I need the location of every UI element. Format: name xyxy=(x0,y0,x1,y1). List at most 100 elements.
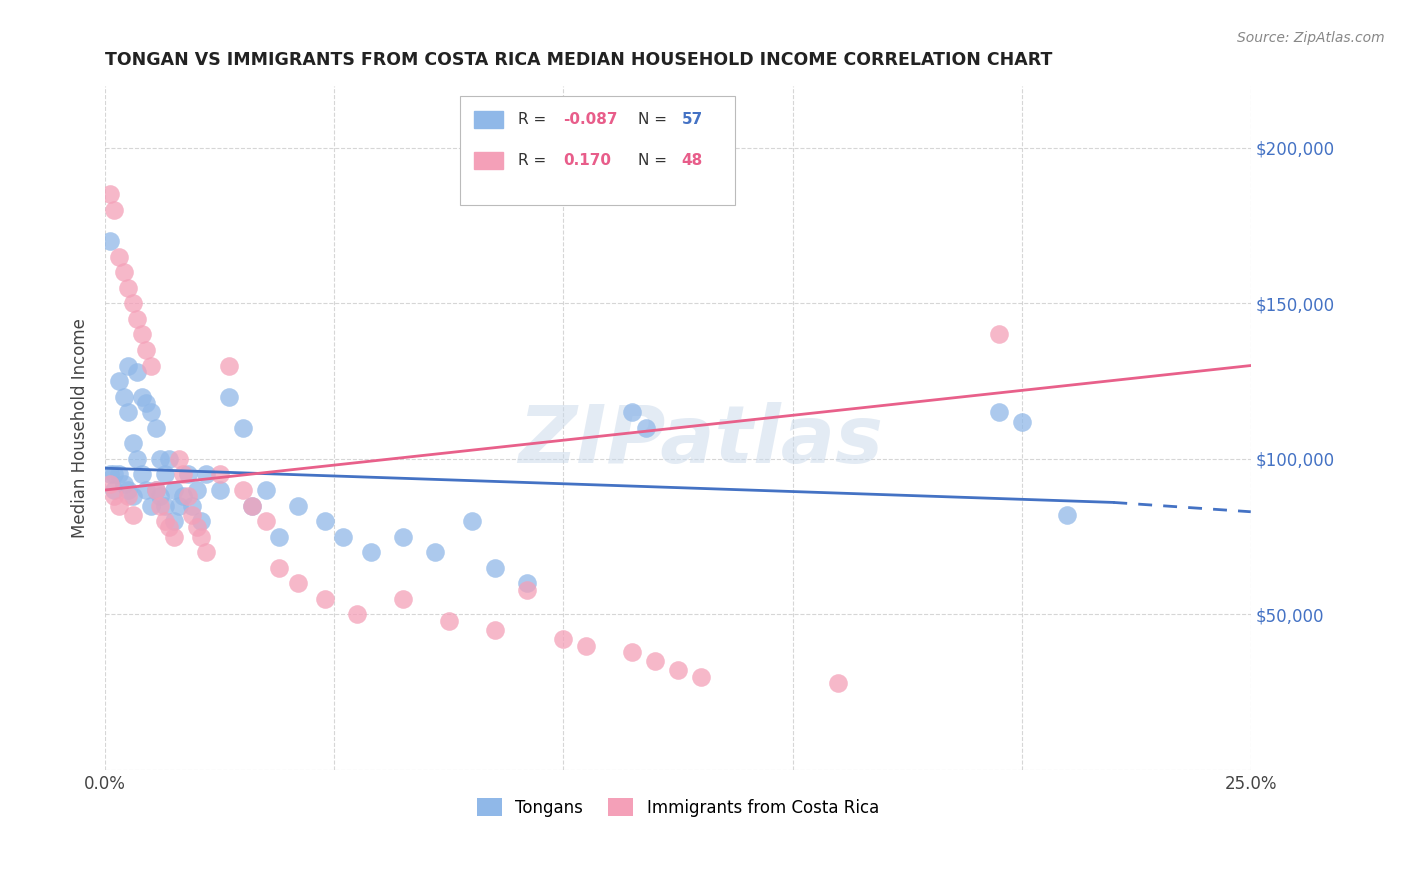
Point xyxy=(987,327,1010,342)
Point xyxy=(103,467,125,482)
Point xyxy=(827,676,849,690)
Point xyxy=(117,483,139,497)
Point xyxy=(117,359,139,373)
Point xyxy=(195,545,218,559)
Text: 57: 57 xyxy=(682,112,703,128)
Point xyxy=(346,607,368,622)
Point xyxy=(666,664,689,678)
Point xyxy=(112,265,135,279)
Point xyxy=(153,499,176,513)
Point xyxy=(621,405,644,419)
Point xyxy=(232,483,254,497)
Point xyxy=(172,467,194,482)
Point xyxy=(167,451,190,466)
FancyBboxPatch shape xyxy=(460,95,735,205)
Point xyxy=(172,489,194,503)
Point xyxy=(437,614,460,628)
Point xyxy=(314,591,336,606)
Point xyxy=(98,187,121,202)
Point xyxy=(108,374,131,388)
Point xyxy=(254,483,277,497)
Point xyxy=(98,234,121,248)
Text: ZIPatlas: ZIPatlas xyxy=(519,402,883,481)
Point xyxy=(218,359,240,373)
Point xyxy=(987,405,1010,419)
Text: -0.087: -0.087 xyxy=(564,112,617,128)
FancyBboxPatch shape xyxy=(474,153,503,169)
Point xyxy=(117,281,139,295)
Point xyxy=(121,489,143,503)
Point xyxy=(108,467,131,482)
Point xyxy=(149,489,172,503)
Point xyxy=(98,467,121,482)
Point xyxy=(461,514,484,528)
Point xyxy=(634,421,657,435)
Point xyxy=(176,467,198,482)
Point xyxy=(314,514,336,528)
Point xyxy=(553,632,575,647)
Point xyxy=(131,327,153,342)
Point xyxy=(240,499,263,513)
Point xyxy=(108,499,131,513)
Point xyxy=(139,359,162,373)
Point xyxy=(163,530,186,544)
Text: N =: N = xyxy=(638,112,672,128)
Point xyxy=(103,202,125,217)
Point xyxy=(195,467,218,482)
Point xyxy=(181,499,204,513)
Point xyxy=(575,639,598,653)
Point xyxy=(135,483,157,497)
Point xyxy=(149,451,172,466)
Text: R =: R = xyxy=(517,153,555,169)
Point xyxy=(139,499,162,513)
Point xyxy=(112,390,135,404)
Point xyxy=(621,645,644,659)
Point xyxy=(484,561,506,575)
Point xyxy=(423,545,446,559)
Text: Source: ZipAtlas.com: Source: ZipAtlas.com xyxy=(1237,31,1385,45)
Point xyxy=(1056,508,1078,522)
Point xyxy=(157,520,180,534)
Point xyxy=(392,591,415,606)
Text: R =: R = xyxy=(517,112,551,128)
Point xyxy=(287,499,309,513)
Point xyxy=(176,489,198,503)
Point xyxy=(103,489,125,503)
Text: 48: 48 xyxy=(682,153,703,169)
Text: 0.170: 0.170 xyxy=(564,153,612,169)
Y-axis label: Median Household Income: Median Household Income xyxy=(72,318,89,538)
Point xyxy=(145,483,167,497)
Point xyxy=(516,576,538,591)
Point xyxy=(121,508,143,522)
FancyBboxPatch shape xyxy=(474,112,503,128)
Point xyxy=(117,489,139,503)
Point xyxy=(145,421,167,435)
Point xyxy=(208,483,231,497)
Point xyxy=(131,390,153,404)
Point xyxy=(269,561,291,575)
Point xyxy=(139,405,162,419)
Point xyxy=(127,365,149,379)
Point xyxy=(484,623,506,637)
Point xyxy=(360,545,382,559)
Point xyxy=(208,467,231,482)
Legend: Tongans, Immigrants from Costa Rica: Tongans, Immigrants from Costa Rica xyxy=(471,792,886,823)
Point xyxy=(190,530,212,544)
Point xyxy=(163,514,186,528)
Point xyxy=(127,451,149,466)
Point xyxy=(516,582,538,597)
Point xyxy=(254,514,277,528)
Point xyxy=(157,451,180,466)
Point xyxy=(163,483,186,497)
Point xyxy=(121,436,143,450)
Point xyxy=(186,520,208,534)
Point xyxy=(392,530,415,544)
Point xyxy=(153,514,176,528)
Point xyxy=(190,514,212,528)
Point xyxy=(1011,415,1033,429)
Point xyxy=(153,467,176,482)
Point xyxy=(135,343,157,357)
Point xyxy=(117,405,139,419)
Point xyxy=(690,670,713,684)
Point xyxy=(218,390,240,404)
